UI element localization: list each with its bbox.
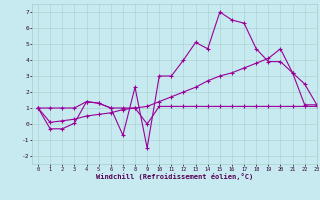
X-axis label: Windchill (Refroidissement éolien,°C): Windchill (Refroidissement éolien,°C) xyxy=(96,173,253,180)
